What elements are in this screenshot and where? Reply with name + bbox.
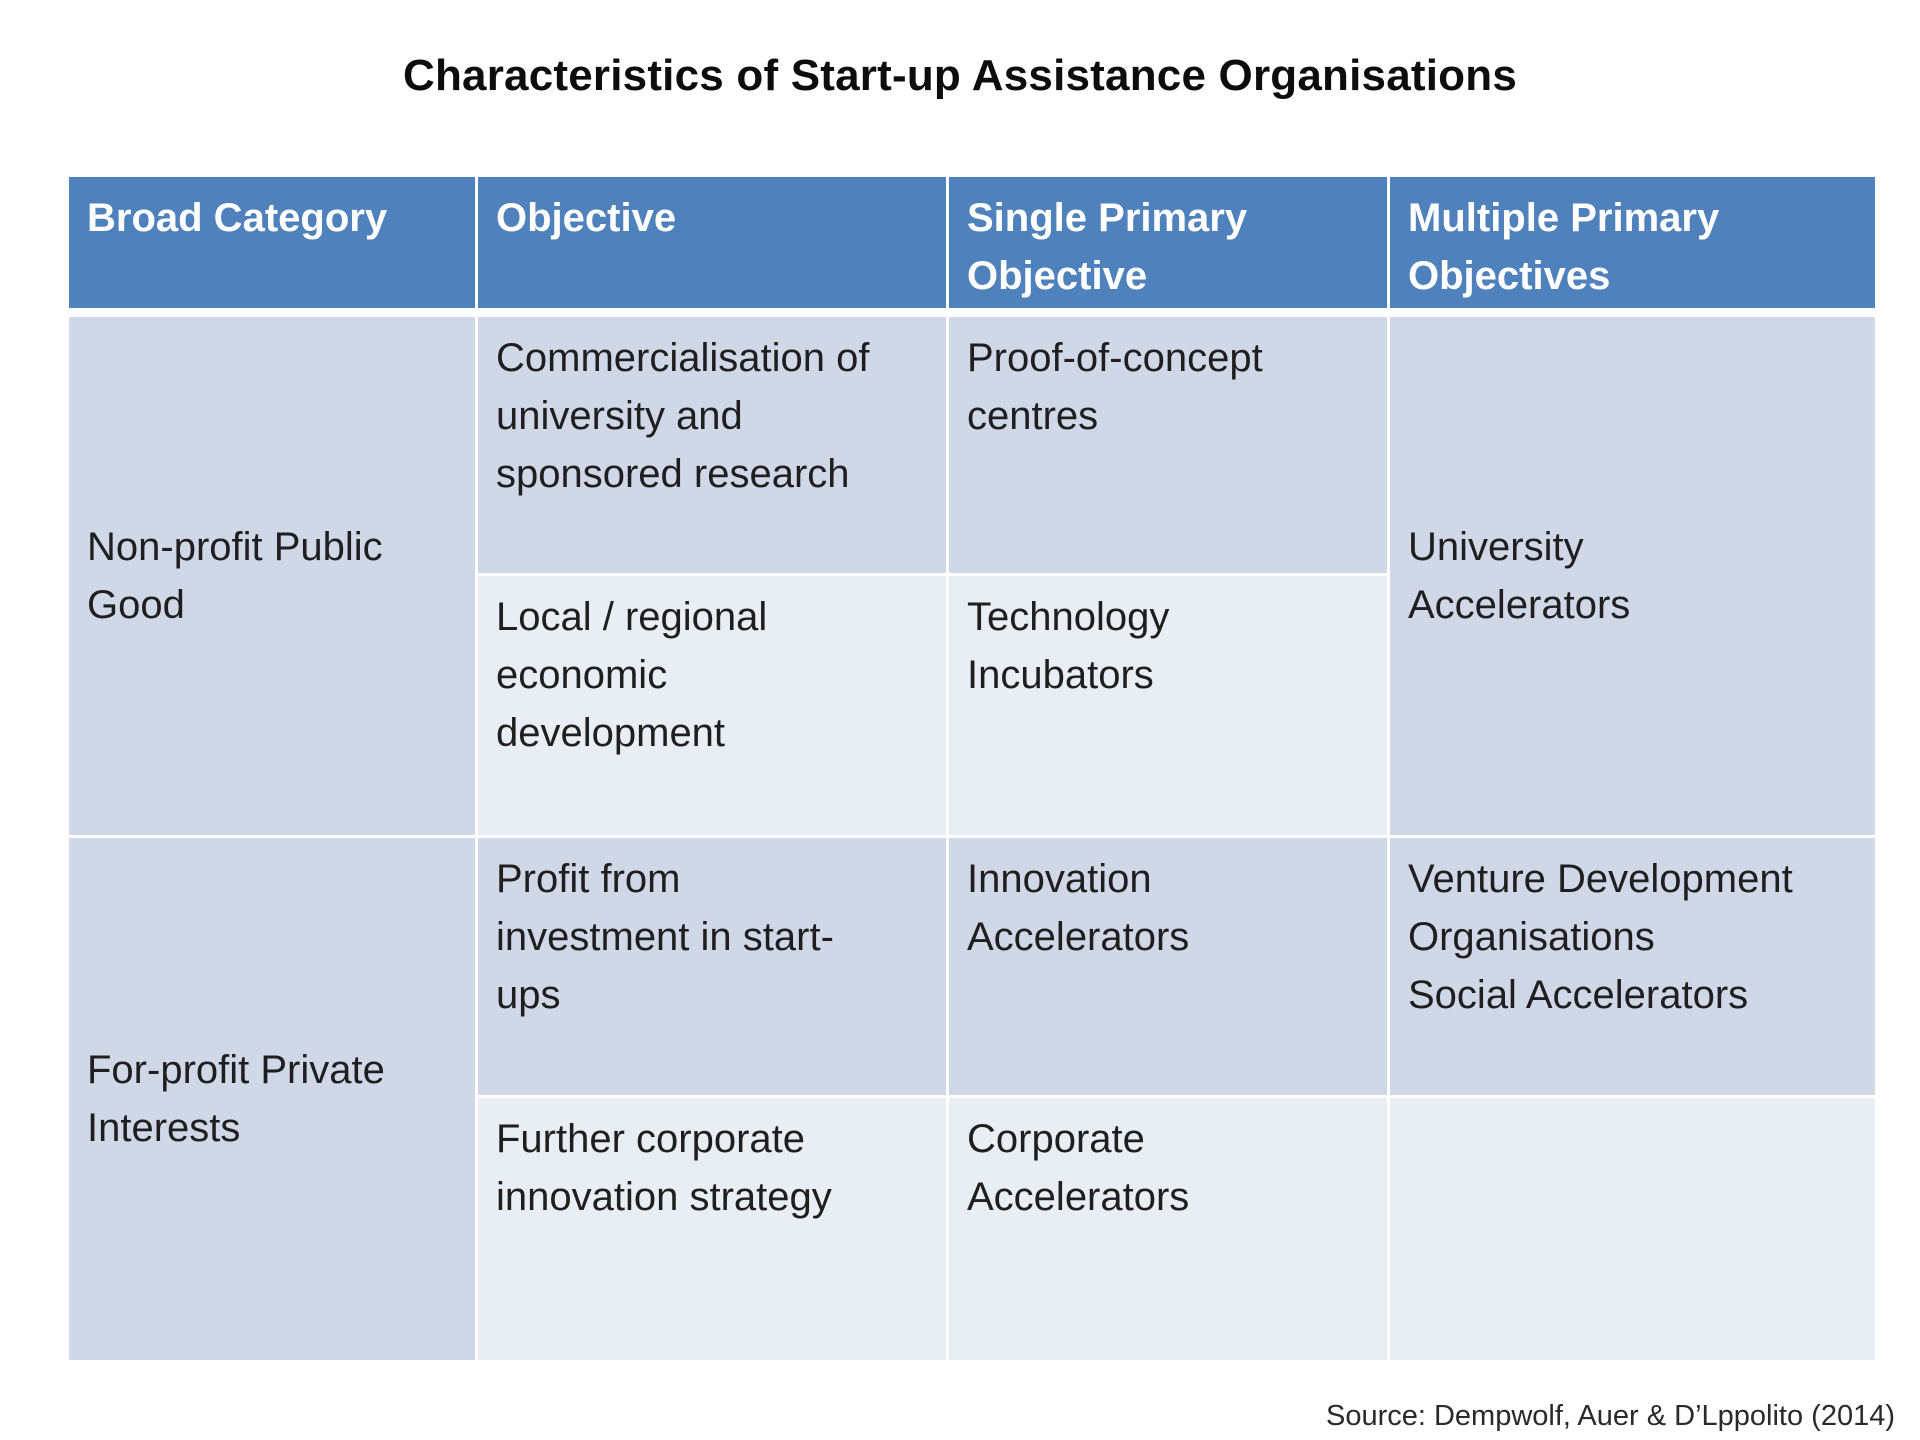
objective-line: ups [496,973,561,1017]
category-forprofit: For-profit Private Interests [69,838,478,1360]
multiple-empty-cell [1390,1098,1875,1360]
header-multiple-primary: Multiple Primary Objectives [1390,177,1875,317]
category-forprofit-line: Interests [87,1106,241,1150]
category-forprofit-line: For-profit Private [87,1048,385,1092]
header-objective: Objective [478,177,949,317]
single-technology-incubators: Technology Incubators [949,576,1390,838]
single-proof-of-concept: Proof-of-concept centres [949,317,1390,576]
header-multiple-primary-line: Objectives [1408,254,1611,298]
single-corporate-accelerators: Corporate Accelerators [949,1098,1390,1360]
objective-local-regional: Local / regional economic development [478,576,949,838]
objective-profit-investment: Profit from investment in start- ups [478,838,949,1098]
objective-commercialisation: Commercialisation of university and spon… [478,317,949,576]
objective-line: Local / regional [496,595,768,639]
single-line: Proof-of-concept [967,336,1263,380]
objective-corporate-innovation: Further corporate innovation strategy [478,1098,949,1360]
header-objective-label: Objective [496,196,677,240]
objective-line: sponsored research [496,452,850,496]
source-citation: Source: Dempwolf, Auer & D’Lppolito (201… [1325,1400,1895,1432]
header-single-primary-line: Single Primary [967,196,1248,240]
objective-line: economic [496,653,668,697]
objective-line: Profit from [496,857,681,901]
objective-line: investment in start- [496,915,834,959]
multiple-line: Venture Development [1408,857,1793,901]
single-line: Technology [967,595,1170,639]
multiple-line: Organisations [1408,915,1655,959]
characteristics-table: Broad Category Objective Single Primary … [69,177,1875,1360]
single-line: centres [967,394,1099,438]
multiple-venture-social: Venture Development Organisations Social… [1390,838,1875,1098]
single-line: Incubators [967,653,1154,697]
header-single-primary-line: Objective [967,254,1148,298]
multiple-university-accelerators: University Accelerators [1390,317,1875,838]
header-broad-category-label: Broad Category [87,196,388,240]
multiple-line: University [1408,525,1584,569]
objective-line: Commercialisation of [496,336,870,380]
category-nonprofit-line: Non-profit Public [87,525,383,569]
category-nonprofit: Non-profit Public Good [69,317,478,838]
objective-line: innovation strategy [496,1175,832,1219]
single-line: Accelerators [967,1175,1190,1219]
objective-line: development [496,711,726,755]
objective-line: Further corporate [496,1117,806,1161]
single-innovation-accelerators: Innovation Accelerators [949,838,1390,1098]
objective-line: university and [496,394,743,438]
page-title: Characteristics of Start-up Assistance O… [403,51,1517,100]
header-multiple-primary-line: Multiple Primary [1408,196,1720,240]
single-line: Innovation [967,857,1152,901]
header-broad-category: Broad Category [69,177,478,317]
multiple-line: Accelerators [1408,583,1631,627]
header-single-primary: Single Primary Objective [949,177,1390,317]
category-nonprofit-line: Good [87,583,185,627]
multiple-line: Social Accelerators [1408,973,1749,1017]
single-line: Accelerators [967,915,1190,959]
single-line: Corporate [967,1117,1145,1161]
